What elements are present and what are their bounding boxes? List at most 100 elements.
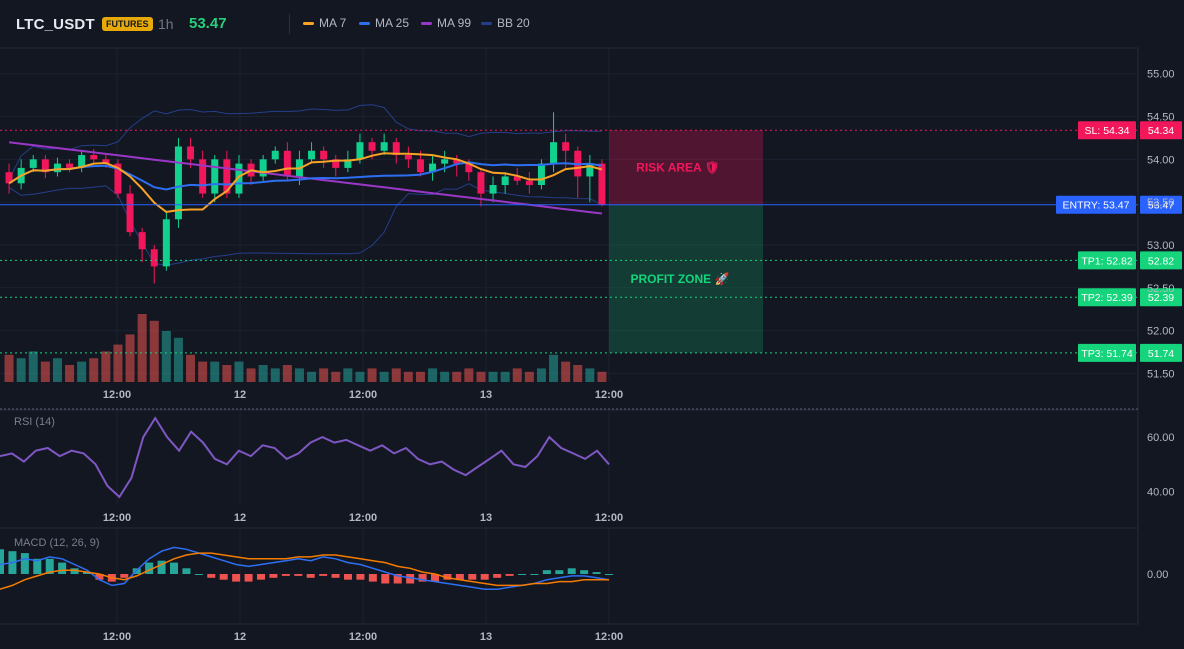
- macd-histogram-bar: [431, 574, 439, 582]
- volume-bar: [355, 371, 365, 382]
- rsi-tick-label: 40.00: [1147, 486, 1175, 498]
- level-price-label: 52.39: [1148, 292, 1174, 304]
- price-tick-label: 54.50: [1147, 112, 1175, 124]
- macd-histogram-bar: [443, 574, 452, 580]
- volume-bar: [65, 365, 75, 382]
- candle-body: [537, 163, 545, 186]
- ma7-swatch: [303, 21, 314, 25]
- volume-bar: [222, 365, 232, 382]
- level-tag-label: TP1: 52.82: [1081, 255, 1133, 267]
- volume-bar: [186, 354, 196, 382]
- candle-body: [102, 159, 110, 164]
- candle-body: [53, 163, 61, 173]
- macd-histogram-bar: [83, 572, 91, 574]
- level-tag: [1056, 195, 1136, 214]
- bb-lower-line: [8, 183, 603, 266]
- trade-zones: RISK AREA 🛡 PROFIT ZONE 🚀: [609, 130, 763, 353]
- time-tick-label: 12: [234, 389, 246, 401]
- macd-histogram-bar: [306, 574, 315, 578]
- volume-bar: [4, 354, 14, 382]
- price-tick-label: 54.00: [1147, 154, 1175, 166]
- time-tick-label: 12:00: [103, 389, 131, 401]
- macd-histogram-bar: [33, 558, 42, 574]
- candle-body: [29, 159, 37, 168]
- volume-bar: [452, 371, 462, 382]
- level-price-label: 54.34: [1148, 125, 1174, 137]
- level-price-label: 53.47: [1148, 200, 1174, 212]
- volume-bar: [246, 368, 256, 382]
- macd-histogram-bar: [269, 574, 278, 578]
- futures-badge: FUTURES: [102, 17, 153, 31]
- volume-bar: [440, 371, 450, 382]
- candle-body: [404, 155, 412, 160]
- legend-ma25-label: MA 25: [375, 16, 410, 30]
- macd-histogram-bar: [331, 574, 340, 578]
- macd-histogram-bar: [605, 574, 613, 575]
- volume-bar: [77, 361, 87, 382]
- moving-averages: [8, 141, 603, 215]
- candle-body: [332, 159, 340, 168]
- price-tick-label: 55.00: [1147, 69, 1175, 81]
- volume-bar: [294, 368, 304, 382]
- macd-histogram-bar: [145, 562, 154, 574]
- risk-area-label: RISK AREA 🛡: [636, 160, 720, 174]
- candle-body: [283, 150, 291, 177]
- volume-bar: [415, 371, 425, 382]
- volume-bar: [524, 371, 534, 382]
- profit-zone: [609, 204, 763, 353]
- symbol-title[interactable]: LTC_USDT: [16, 16, 95, 33]
- macd-tick-label: 0.00: [1147, 569, 1168, 581]
- volume-bar: [573, 365, 583, 382]
- macd-histogram-bar: [244, 574, 253, 582]
- bollinger-bands: [8, 104, 603, 266]
- legend-ma25[interactable]: MA 25: [359, 16, 409, 30]
- candle-body: [126, 193, 134, 233]
- volume-bar: [28, 351, 38, 382]
- macd-histogram-bar: [120, 574, 129, 578]
- legend-bb20-label: BB 20: [497, 16, 530, 30]
- volume-bar: [379, 371, 389, 382]
- candle-body: [199, 159, 207, 194]
- ma99-swatch: [421, 21, 432, 25]
- volume-bar: [597, 371, 607, 382]
- time-tick-label: 12:00: [103, 631, 131, 643]
- volume-bar: [561, 361, 571, 382]
- macd-histogram-bar: [480, 574, 489, 580]
- macd-histogram-bar: [157, 560, 166, 574]
- rsi-label: RSI (14): [14, 416, 55, 428]
- ma25-line: [8, 161, 603, 191]
- grid-lines: [0, 47, 1139, 625]
- volume-bar: [40, 361, 50, 382]
- macd-histogram-bar: [70, 568, 79, 574]
- macd-histogram-bar: [530, 574, 539, 575]
- volume-bar: [367, 368, 377, 382]
- time-tick-label: 12:00: [349, 389, 377, 401]
- bb-upper-line: [8, 104, 602, 180]
- timeframe-label[interactable]: 1h: [158, 16, 174, 32]
- volume-bar: [270, 368, 280, 382]
- volume-bar: [428, 368, 438, 382]
- time-tick-label: 12:00: [595, 389, 623, 401]
- macd-line: [0, 546, 610, 590]
- macd-histogram-bar: [294, 574, 303, 576]
- legend-ma7[interactable]: MA 7: [303, 16, 346, 30]
- level-tag-label: TP2: 52.39: [1081, 292, 1133, 304]
- candle-body: [489, 185, 497, 194]
- macd-histogram-bar: [580, 570, 589, 574]
- time-tick-label: 12: [234, 512, 246, 524]
- time-tick-label: 12:00: [349, 631, 377, 643]
- legend-ma7-label: MA 7: [319, 16, 347, 30]
- macd-histogram-bar: [20, 553, 29, 574]
- rsi-tick-label: 60.00: [1147, 432, 1175, 444]
- axes: 55.00 54.50 54.00 53.50 53.00 52.50 52.00 51.50…: [103, 69, 1175, 643]
- macd-histogram-bar: [468, 574, 477, 580]
- level-price-tag: [1140, 288, 1182, 307]
- candle-body: [308, 150, 316, 160]
- legend-ma99[interactable]: MA 99: [421, 16, 471, 30]
- legend-bb20[interactable]: BB 20: [481, 16, 530, 30]
- volume-bar: [319, 368, 329, 382]
- macd-histogram-bar: [418, 574, 427, 582]
- candle-body: [392, 142, 400, 156]
- volume-bar: [488, 371, 498, 382]
